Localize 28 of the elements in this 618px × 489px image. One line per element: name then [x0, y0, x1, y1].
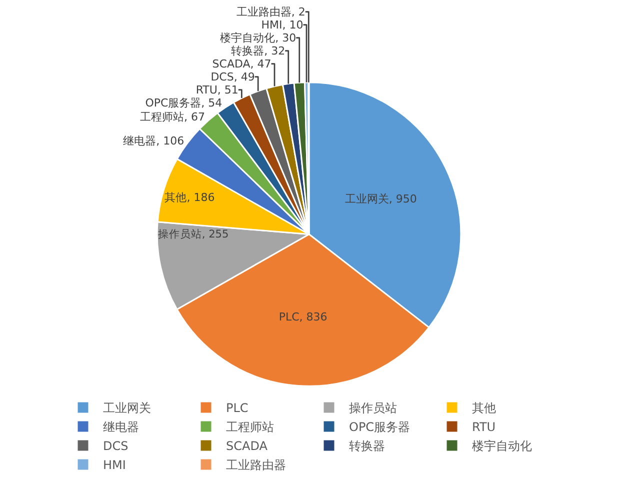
- legend-label: PLC: [226, 401, 248, 416]
- legend-label: 转换器: [349, 439, 385, 454]
- data-label: 继电器, 106: [123, 134, 184, 148]
- legend-label: OPC服务器: [349, 420, 410, 434]
- legend-label: 工业网关: [103, 401, 151, 416]
- legend-label: 楼宇自动化: [472, 439, 532, 454]
- legend-label: SCADA: [226, 439, 268, 454]
- data-label: 转换器, 32: [231, 44, 286, 58]
- legend-label: HMI: [103, 458, 126, 472]
- legend-label: 工业路由器: [226, 458, 286, 472]
- legend-label: 操作员站: [349, 401, 397, 416]
- legend-label: RTU: [472, 420, 496, 434]
- legend-label: DCS: [103, 439, 128, 454]
- data-label: 工业网关, 950: [344, 192, 417, 206]
- data-label: 楼宇自动化, 30: [220, 31, 296, 44]
- legend-label: 工程师站: [226, 420, 274, 434]
- data-label: PLC, 836: [278, 310, 328, 324]
- data-label: DCS, 49: [210, 70, 255, 84]
- data-label: 工业路由器, 2: [236, 5, 306, 18]
- data-label: 操作员站, 255: [158, 228, 229, 241]
- data-label: 工程师站, 67: [140, 110, 206, 124]
- data-label: SCADA, 47: [212, 57, 272, 70]
- data-label: 其他, 186: [164, 190, 215, 204]
- legend-label: 继电器: [103, 420, 139, 434]
- legend-label: 其他: [472, 401, 496, 416]
- data-label: OPC服务器, 54: [145, 96, 222, 110]
- data-label: RTU, 51: [196, 83, 238, 96]
- data-label: HMI, 10: [261, 18, 304, 32]
